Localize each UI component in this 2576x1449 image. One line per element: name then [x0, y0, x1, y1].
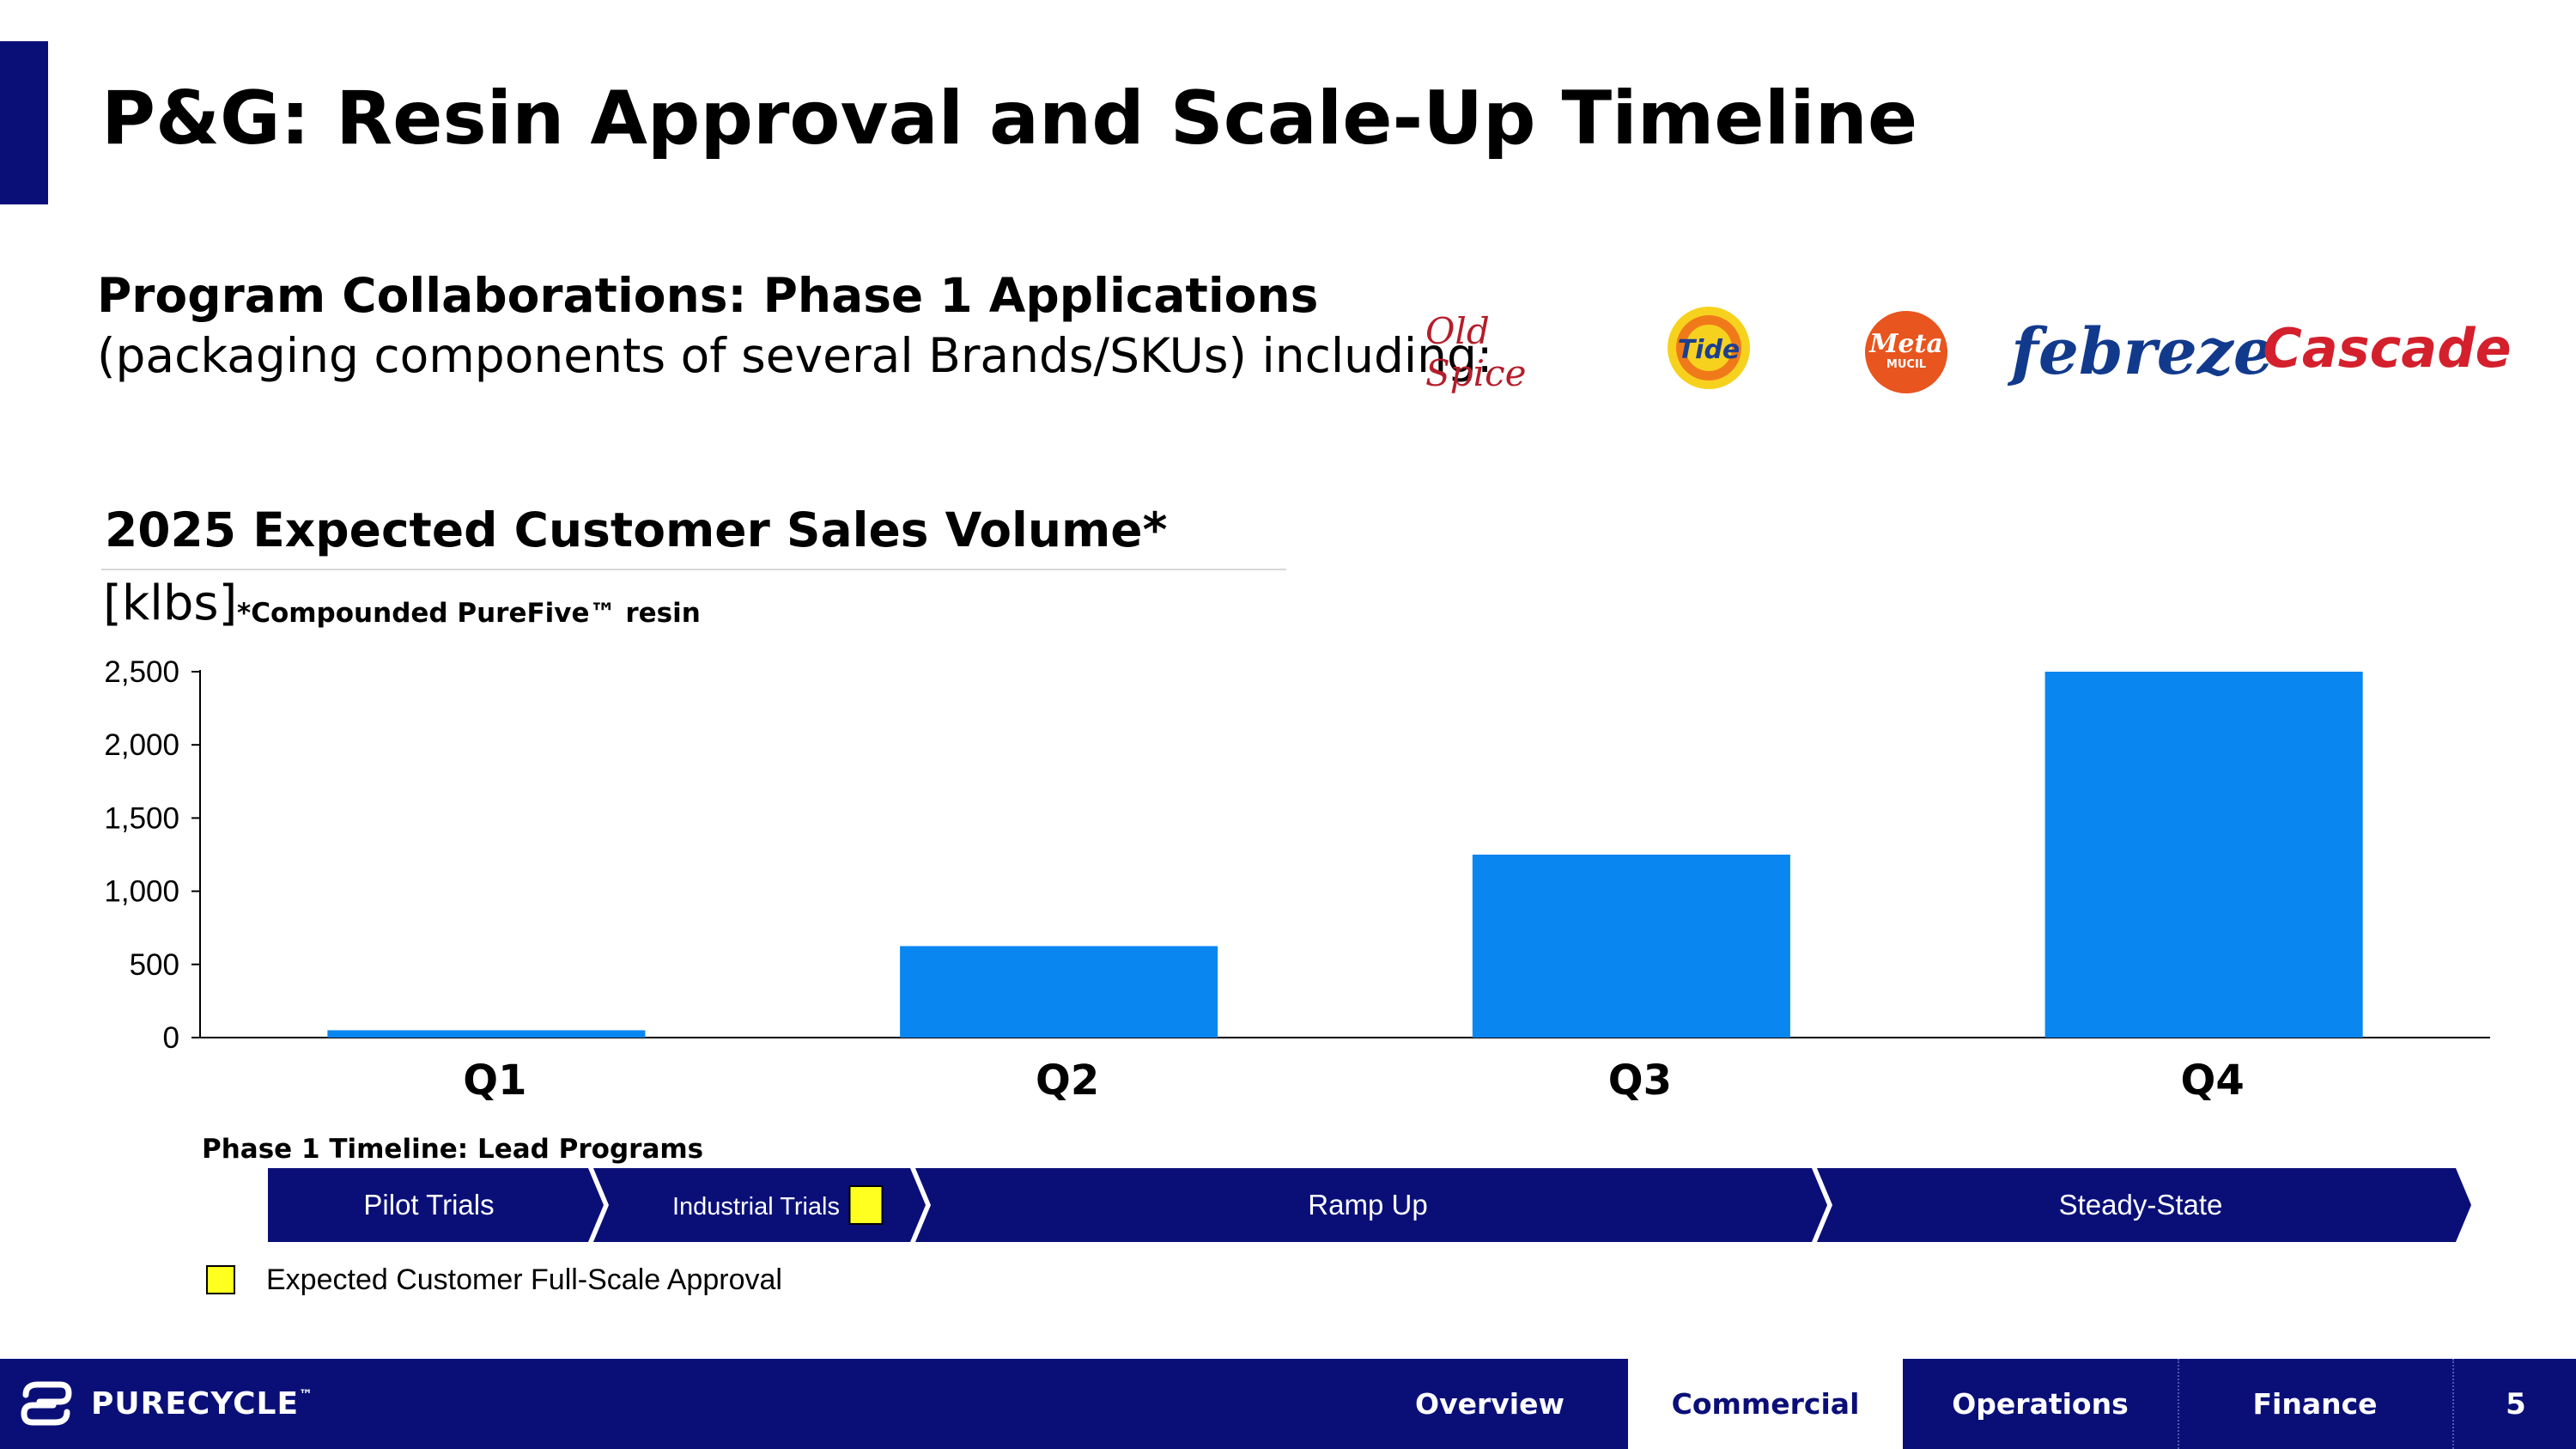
chart-title: 2025 Expected Customer Sales Volume*: [105, 502, 1168, 557]
timeline-phase-2: [593, 1168, 926, 1242]
bar-q4: [2044, 672, 2363, 1038]
brand: PURECYCLE™: [19, 1378, 313, 1429]
timeline-phase-label: Pilot Trials: [363, 1189, 494, 1221]
collaborations-subtitle: (packaging components of several Brands/…: [97, 328, 1493, 383]
y-tick-label: 0: [163, 1021, 179, 1055]
tab-divider: [2452, 1359, 2454, 1449]
tab-finance[interactable]: Finance: [2252, 1387, 2378, 1421]
tab-commercial[interactable]: Commercial: [1628, 1359, 1903, 1449]
brand-name: PURECYCLE™: [91, 1385, 314, 1422]
phase-timeline: Pilot Trials Industrial Trials Ramp Up Stea…: [268, 1168, 2471, 1242]
bar-q2: [900, 946, 1218, 1038]
y-tick-label: 1,500: [104, 801, 179, 835]
y-tick-label: 2,500: [104, 655, 179, 689]
cascade-logo: Cascade: [2263, 309, 2511, 387]
timeline-phase-1: [268, 1168, 604, 1242]
timeline-phase-4: [1817, 1168, 2471, 1242]
y-tick-label: 1,000: [104, 875, 179, 909]
tide-wordmark: Tide: [1678, 335, 1741, 365]
brand-logos: Old Spice Tide Meta MUCIL febreze Cascad…: [1425, 301, 2512, 404]
approval-legend: Expected Customer Full-Scale Approval: [206, 1263, 782, 1297]
timeline-title: Phase 1 Timeline: Lead Programs: [202, 1134, 704, 1165]
timeline-phase-label: Industrial Trials: [672, 1193, 840, 1221]
footer-nav-bar: PURECYCLE™ Overview Commercial Operation…: [0, 1359, 2576, 1449]
metamucil-logo: Meta MUCIL: [1863, 309, 1949, 395]
title-accent-bar: [0, 41, 48, 204]
timeline-phase-3: [915, 1168, 1827, 1242]
bar-q3: [1472, 855, 1790, 1038]
y-tick-label: 2,000: [104, 728, 179, 762]
y-tick-label: 500: [130, 948, 179, 982]
approval-marker: [848, 1185, 884, 1225]
approval-marker-swatch: [206, 1265, 235, 1294]
old-spice-logo: Old Spice: [1425, 310, 1580, 394]
x-category-label: Q1: [463, 1056, 526, 1105]
tab-divider: [2178, 1359, 2179, 1449]
febreze-wordmark: febreze: [2011, 315, 2274, 389]
tab-operations[interactable]: Operations: [1952, 1387, 2129, 1421]
page-title: P&G: Resin Approval and Scale-Up Timelin…: [101, 76, 1918, 161]
x-category-label: Q4: [2181, 1056, 2245, 1105]
cascade-wordmark: Cascade: [2263, 316, 2512, 380]
collaborations-title: Program Collaborations: Phase 1 Applicat…: [97, 268, 1319, 323]
tab-overview[interactable]: Overview: [1415, 1387, 1564, 1421]
timeline-phase-label: Steady-State: [2059, 1189, 2223, 1221]
chart-unit-label: [klbs]: [103, 575, 238, 631]
metamucil-sub: MUCIL: [1886, 358, 1926, 371]
page-number: 5: [2506, 1386, 2526, 1422]
sales-volume-chart: 0 500 1,000 1,500 2,000 2,500 Q1 Q2 Q3 Q4: [104, 655, 2490, 1105]
approval-legend-label: Expected Customer Full-Scale Approval: [266, 1263, 782, 1296]
tide-logo: Tide: [1666, 305, 1752, 391]
purecycle-logo-icon: [21, 1381, 72, 1426]
metamucil-wordmark: Meta: [1868, 329, 1943, 359]
old-spice-wordmark: Old Spice: [1425, 310, 1527, 394]
chart-title-divider: [101, 569, 1286, 570]
timeline-phase-label: Ramp Up: [1308, 1189, 1427, 1221]
x-category-label: Q3: [1608, 1056, 1672, 1105]
febreze-logo: febreze: [2011, 309, 2274, 395]
bar-q1: [327, 1030, 646, 1038]
x-category-label: Q2: [1036, 1056, 1099, 1105]
chart-footnote: *Compounded PureFive™ resin: [237, 598, 701, 629]
